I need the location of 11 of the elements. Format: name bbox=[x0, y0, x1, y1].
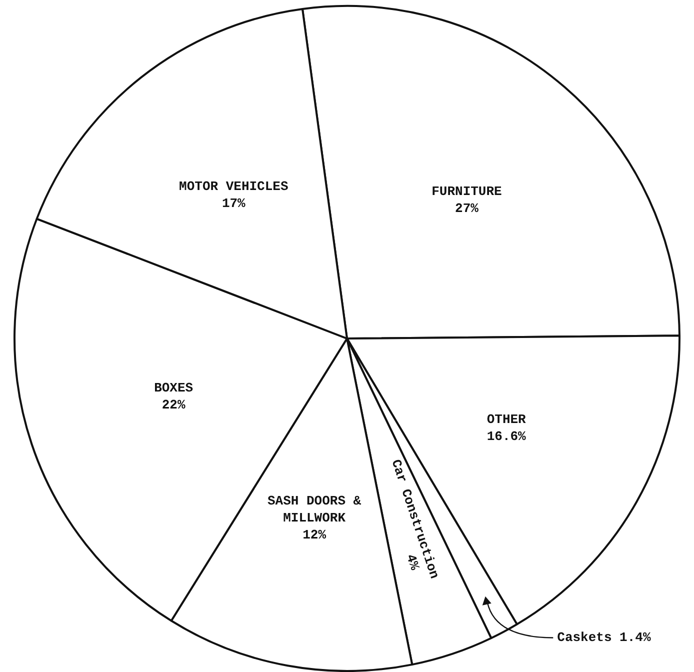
slice-label: SASH DOORS & MILLWORK bbox=[267, 494, 362, 526]
data-label: 12% bbox=[302, 528, 326, 543]
slice-label: BOXES bbox=[154, 380, 194, 396]
data-label: 22% bbox=[162, 397, 186, 412]
data-label: 16.6% bbox=[486, 429, 526, 444]
slice-label: MOTOR VEHICLES bbox=[179, 178, 288, 194]
slice-label: Caskets 1.4% bbox=[557, 630, 651, 646]
slice-label: FURNITURE bbox=[432, 184, 502, 200]
slice-label: OTHER bbox=[486, 412, 526, 427]
data-label: 17% bbox=[222, 196, 246, 211]
data-label: 27% bbox=[455, 201, 479, 216]
